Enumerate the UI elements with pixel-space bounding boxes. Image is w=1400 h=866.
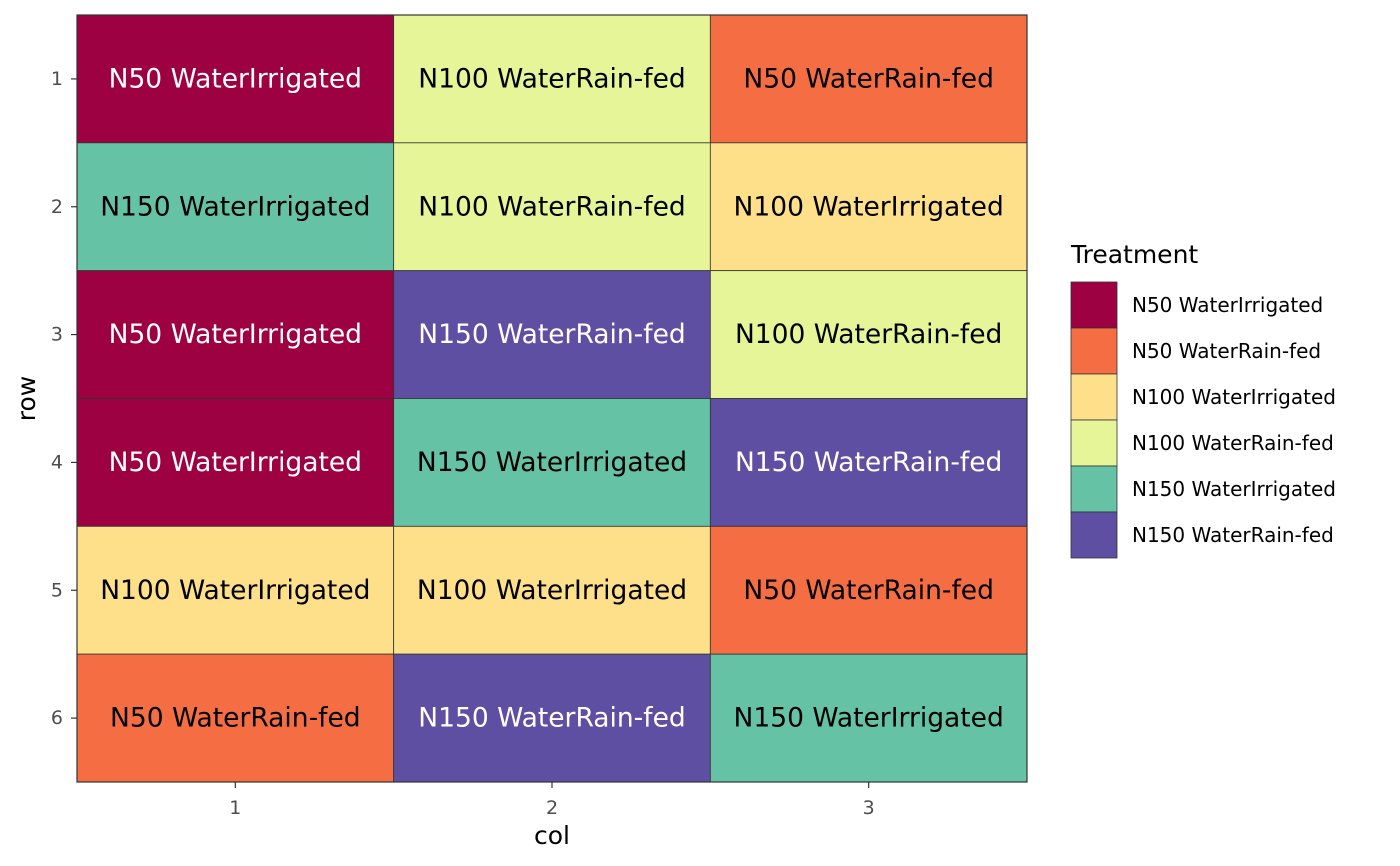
y-tick-label-5: 5 <box>51 579 63 601</box>
cell-r3-c1 <box>76 270 395 399</box>
legend-label-n50-waterirrigated: N50 WaterIrrigated <box>1132 293 1323 317</box>
legend-title: Treatment <box>1070 240 1198 269</box>
cell-label-r2-c3: N100 WaterIrrigated <box>734 191 1004 222</box>
x-tick-label-3: 3 <box>863 797 875 819</box>
y-tick-label-2: 2 <box>51 196 63 218</box>
y-tick-label-1: 1 <box>51 68 63 90</box>
x-tick-label-2: 2 <box>546 797 558 819</box>
legend-items: N50 WaterIrrigated N50 WaterRain-fed N100 … <box>1070 281 1336 559</box>
legend-label-n50-waterrain-fed: N50 WaterRain-fed <box>1132 339 1321 363</box>
legend-swatch-n150-waterrain-fed <box>1070 511 1118 559</box>
heatmap-cells: N50 WaterIrrigated N100 WaterRain-fed N50 … <box>76 14 1028 783</box>
cell-r3-c3 <box>709 270 1028 399</box>
cell-label-r2-c2: N100 WaterRain-fed <box>418 191 685 222</box>
cell-r4-c1 <box>76 398 395 527</box>
x-axis-title: col <box>534 821 570 850</box>
legend-swatch-n50-waterirrigated <box>1070 281 1118 329</box>
cell-r2-c1 <box>76 142 395 272</box>
cell-r1-c1 <box>76 14 395 144</box>
cell-label-r1-c2: N100 WaterRain-fed <box>418 63 685 94</box>
cell-label-r6-c1: N50 WaterRain-fed <box>110 703 361 734</box>
legend-label-n150-waterirrigated: N150 WaterIrrigated <box>1132 477 1336 501</box>
cell-r6-c1 <box>76 653 395 783</box>
cell-label-r6-c2: N150 WaterRain-fed <box>418 703 685 734</box>
cell-r5-c2 <box>393 525 711 655</box>
cell-r6-c3 <box>709 653 1028 783</box>
cell-r2-c3 <box>709 142 1028 272</box>
cell-label-r5-c2: N100 WaterIrrigated <box>417 575 687 606</box>
legend-swatch-n100-waterirrigated <box>1070 373 1118 421</box>
cell-label-r1-c1: N50 WaterIrrigated <box>109 63 362 94</box>
legend: Treatment N50 WaterIrrigated N50 WaterRai… <box>1070 240 1336 559</box>
x-tick-label-1: 1 <box>229 797 241 819</box>
cell-label-r2-c1: N150 WaterIrrigated <box>100 191 370 222</box>
legend-swatch-n150-waterirrigated <box>1070 465 1118 513</box>
cell-label-r5-c1: N100 WaterIrrigated <box>100 575 370 606</box>
legend-label-n100-waterrain-fed: N100 WaterRain-fed <box>1132 431 1334 455</box>
cell-r4-c3 <box>709 398 1028 527</box>
cell-label-r5-c3: N50 WaterRain-fed <box>743 575 994 606</box>
x-axis: 1 2 3 <box>229 782 875 819</box>
legend-label-n150-waterrain-fed: N150 WaterRain-fed <box>1132 523 1334 547</box>
legend-swatch-n100-waterrain-fed <box>1070 419 1118 467</box>
cell-label-r3-c1: N50 WaterIrrigated <box>109 319 362 350</box>
cell-r5-c3 <box>709 525 1028 655</box>
cell-label-r4-c1: N50 WaterIrrigated <box>109 447 362 478</box>
y-axis-title: row <box>12 376 41 421</box>
cell-r5-c1 <box>76 525 395 655</box>
y-axis: 1 2 3 4 5 6 <box>51 68 77 729</box>
y-tick-label-6: 6 <box>51 707 63 729</box>
y-tick-label-3: 3 <box>51 324 63 346</box>
cell-r6-c2 <box>393 653 711 783</box>
cell-label-r1-c3: N50 WaterRain-fed <box>743 63 994 94</box>
legend-label-n100-waterirrigated: N100 WaterIrrigated <box>1132 385 1336 409</box>
cell-label-r3-c2: N150 WaterRain-fed <box>418 319 685 350</box>
cell-r3-c2 <box>393 270 711 399</box>
legend-swatch-n50-waterrain-fed <box>1070 327 1118 375</box>
cell-label-r3-c3: N100 WaterRain-fed <box>735 319 1002 350</box>
y-tick-label-4: 4 <box>51 451 63 473</box>
cell-label-r4-c3: N150 WaterRain-fed <box>735 447 1002 478</box>
cell-r1-c3 <box>709 14 1028 144</box>
cell-label-r4-c2: N150 WaterIrrigated <box>417 447 687 478</box>
cell-label-r6-c3: N150 WaterIrrigated <box>734 703 1004 734</box>
